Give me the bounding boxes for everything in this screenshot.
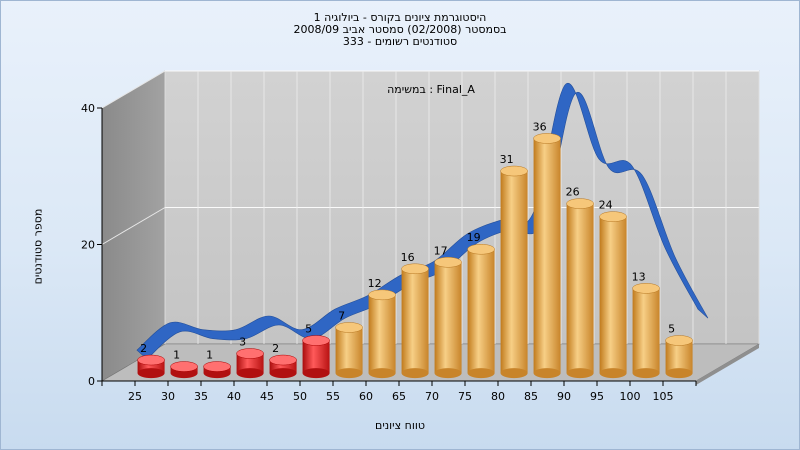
chart-floor-edge: [696, 344, 759, 385]
bar: [335, 327, 363, 374]
bar-top: [500, 165, 528, 177]
bar: [566, 203, 594, 374]
x-tick-label: 50: [293, 390, 307, 403]
bar: [632, 288, 660, 374]
x-tick-label: 95: [590, 390, 604, 403]
bar-base: [599, 368, 627, 379]
x-tick-label: 40: [227, 390, 241, 403]
bar-base: [566, 368, 594, 379]
y-axis-label: מספר סטודנטים: [31, 208, 45, 285]
bar: [599, 216, 627, 374]
distribution-curve: [136, 83, 709, 360]
bar-value-label: 36: [533, 120, 547, 133]
bar-value-label: 16: [401, 251, 415, 264]
bar-base: [533, 368, 561, 379]
bar-top: [566, 198, 594, 209]
bar-value-label: 2: [140, 342, 147, 355]
bar-value-label: 1: [173, 349, 180, 362]
bar-base: [434, 368, 462, 379]
x-tick-label: 30: [161, 390, 175, 403]
bar-base: [368, 368, 396, 379]
x-tick-label: 105: [653, 390, 674, 403]
bar-top: [467, 243, 495, 255]
x-tick-label: 70: [425, 390, 439, 403]
bar: [434, 262, 462, 374]
bar-value-label: 13: [632, 270, 646, 283]
bar-value-label: 2: [272, 342, 279, 355]
bar-value-label: 5: [668, 322, 675, 335]
chart-title-line-2: בסמסטר (02/2008) סמסטר אביב 2008/09: [293, 23, 507, 36]
bar-base: [665, 368, 693, 379]
bar-value-label: 7: [338, 309, 345, 322]
bar-base: [500, 368, 528, 379]
bar: [665, 340, 693, 374]
x-tick-label: 55: [326, 390, 340, 403]
x-tick-label: 100: [620, 390, 641, 403]
bar-top: [137, 354, 165, 366]
y-gridline-side: [101, 70, 166, 109]
bar: [302, 340, 330, 374]
bar: [533, 138, 561, 374]
bar-base: [632, 368, 660, 379]
chart-annotation: במשימה : Final_A: [387, 83, 475, 96]
x-tick-label: 75: [458, 390, 472, 403]
x-tick-label: 90: [557, 390, 571, 403]
bar-value-label: 3: [239, 336, 246, 349]
bar-top: [434, 257, 462, 268]
x-tick-label: 25: [128, 390, 142, 403]
bar-top: [632, 283, 660, 294]
x-axis-label: טווח ציונים: [375, 419, 425, 432]
bar-value-label: 26: [566, 186, 580, 199]
x-tick-label: 45: [260, 390, 274, 403]
bar: [368, 294, 396, 374]
bar-base: [467, 368, 495, 379]
bar-top: [599, 211, 627, 222]
bar-top: [302, 335, 330, 346]
x-tick-label: 60: [359, 390, 373, 403]
bar-value-label: 19: [467, 231, 481, 244]
bar-value-label: 12: [368, 277, 382, 290]
bar-top: [665, 335, 693, 346]
bar-top: [401, 263, 429, 275]
bar-top: [533, 133, 561, 144]
bar-top: [236, 348, 264, 359]
bar-top: [335, 322, 363, 333]
bar: [236, 353, 264, 374]
bar: [500, 171, 528, 374]
bar-top: [170, 361, 198, 372]
y-tick-label: 0: [88, 375, 95, 388]
x-tick-label: 85: [524, 390, 538, 403]
bar-base: [269, 368, 297, 379]
bar-value-label: 17: [434, 244, 448, 257]
y-tick-label: 40: [81, 102, 95, 115]
y-tick-label: 20: [81, 239, 95, 252]
bar: [401, 268, 429, 374]
bar-top: [368, 289, 396, 301]
bar-base: [236, 368, 264, 379]
bar-value-label: 31: [500, 153, 514, 166]
chart-floor: [100, 343, 761, 382]
chart-title-line-3: סטודנטים רשומים - 333: [342, 35, 458, 48]
bar-base: [302, 368, 330, 379]
chart-title-line-1: היסטוגרמת ציונים בקורס - ביולוגיה 1: [313, 11, 487, 24]
bar-base: [335, 368, 363, 379]
bar-value-label: 5: [305, 322, 312, 335]
y-gridline-side: [101, 207, 166, 245]
bar-value-label: 1: [206, 349, 213, 362]
x-tick-label: 35: [194, 390, 208, 403]
bar: [467, 249, 495, 374]
x-tick-label: 80: [491, 390, 505, 403]
bar-base: [137, 368, 165, 379]
x-tick-label: 65: [392, 390, 406, 403]
bar-top: [203, 361, 231, 372]
bar-top: [269, 354, 297, 366]
bar-value-label: 24: [599, 199, 613, 212]
bar-base: [401, 368, 429, 379]
